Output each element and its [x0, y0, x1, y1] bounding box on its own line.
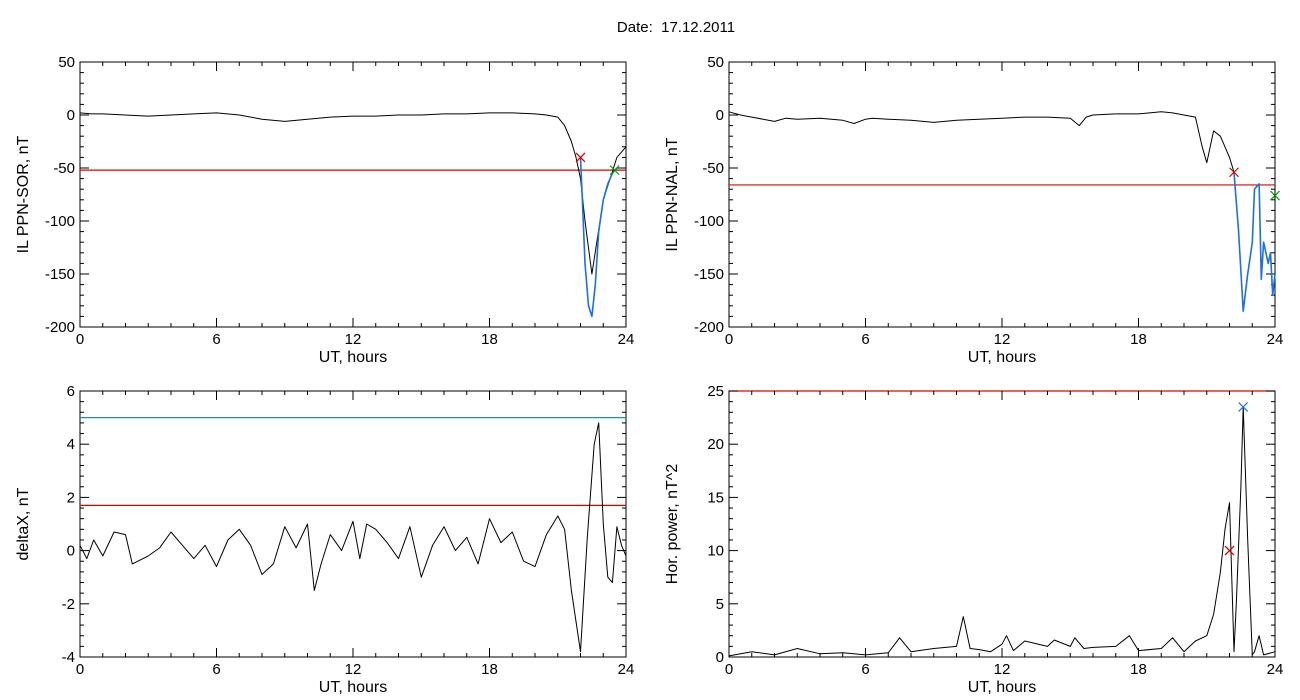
x-tick-label: 24 — [618, 661, 635, 678]
series-line-1 — [1233, 172, 1276, 312]
x-axis-title: UT, hours — [319, 349, 387, 366]
y-tick-label: 0 — [716, 649, 724, 666]
marker-cross-0 — [575, 152, 586, 163]
y-tick-label: -150 — [45, 266, 75, 283]
marker-cross-1 — [1270, 190, 1280, 201]
y-tick-label: -100 — [45, 213, 75, 230]
y-tick-label: 6 — [67, 383, 75, 400]
series-line-0 — [79, 422, 627, 653]
x-tick-label: 0 — [76, 331, 84, 348]
y-tick-label: -2 — [62, 596, 75, 613]
marker-cross-1 — [1238, 402, 1249, 412]
marker-stroke — [1224, 545, 1235, 556]
y-axis-title: deltaX, nT — [15, 487, 32, 560]
y-tick-label: -150 — [694, 266, 724, 283]
x-tick-label: 18 — [481, 331, 498, 348]
marker-stroke — [1238, 402, 1249, 412]
y-tick-label: 20 — [707, 436, 724, 453]
x-tick-label: 18 — [481, 661, 498, 678]
y-tick-label: 50 — [707, 54, 724, 71]
marker-cross-0 — [1229, 167, 1239, 178]
x-axis-title: UT, hours — [319, 679, 387, 696]
y-tick-label: 2 — [67, 489, 75, 506]
y-tick-label: -4 — [62, 649, 75, 666]
x-tick-label: 12 — [994, 661, 1011, 678]
marker-stroke — [1229, 167, 1239, 178]
y-axis-title: IL PPN-NAL, nT — [664, 137, 681, 251]
x-tick-label: 24 — [618, 331, 635, 348]
x-tick-label: 6 — [861, 331, 869, 348]
y-axis-title: Hor. power, nT^2 — [664, 464, 681, 585]
y-tick-label: -50 — [53, 160, 75, 177]
plot-frame — [728, 61, 1276, 328]
marker-cross-1 — [609, 165, 620, 176]
x-tick-label: 24 — [1267, 331, 1284, 348]
y-tick-label: -50 — [702, 160, 724, 177]
y-axis-title: IL PPN-SOR, nT — [15, 135, 32, 253]
chart-title: Date: 17.12.2011 — [616, 19, 736, 36]
y-tick-label: 50 — [58, 54, 75, 71]
y-tick-label: 0 — [67, 543, 75, 560]
x-tick-label: 12 — [994, 331, 1011, 348]
series-line-0 — [728, 406, 1276, 657]
y-tick-label: 0 — [716, 107, 724, 124]
chart-panel-hor-power: 0 6 12 18 24 0 5 10 15 20 25 UT, hours Hor. power, n… — [664, 383, 1283, 696]
y-tick-label: 25 — [707, 383, 724, 400]
x-tick-label: 6 — [212, 331, 220, 348]
x-tick-label: 6 — [212, 661, 220, 678]
y-tick-label: -100 — [694, 213, 724, 230]
y-tick-label: -200 — [45, 319, 75, 336]
x-tick-label: 18 — [1130, 661, 1147, 678]
y-tick-label: 0 — [67, 107, 75, 124]
series-line-0 — [728, 111, 1235, 173]
marker-cross-0 — [1224, 545, 1235, 556]
x-tick-label: 12 — [345, 331, 362, 348]
y-tick-label: 15 — [707, 489, 724, 506]
x-tick-label: 12 — [345, 661, 362, 678]
x-tick-label: 0 — [76, 661, 84, 678]
x-tick-label: 6 — [861, 661, 869, 678]
y-tick-label: 4 — [67, 436, 75, 453]
chart-panel-il-sor: 0 6 12 18 24 -200 -150 -100 -50 0 50 UT, hours IL PP… — [15, 54, 634, 366]
x-tick-label: 0 — [725, 661, 733, 678]
x-tick-label: 18 — [1130, 331, 1147, 348]
plot-frame — [79, 61, 627, 328]
marker-stroke — [609, 165, 620, 176]
marker-stroke — [1270, 190, 1280, 201]
x-axis-title: UT, hours — [968, 679, 1036, 696]
plot-frame — [728, 390, 1276, 658]
y-tick-label: 10 — [707, 543, 724, 560]
series-line-1 — [579, 157, 618, 318]
y-tick-label: -200 — [694, 319, 724, 336]
x-tick-label: 0 — [725, 331, 733, 348]
chart-panel-il-nal: 0 6 12 18 24 -200 -150 -100 -50 0 50 UT, hours IL PP… — [664, 54, 1283, 366]
x-axis-title: UT, hours — [968, 349, 1036, 366]
series-line-0 — [79, 112, 627, 275]
x-tick-label: 24 — [1267, 661, 1284, 678]
marker-stroke — [575, 152, 586, 163]
y-tick-label: 5 — [716, 596, 724, 613]
